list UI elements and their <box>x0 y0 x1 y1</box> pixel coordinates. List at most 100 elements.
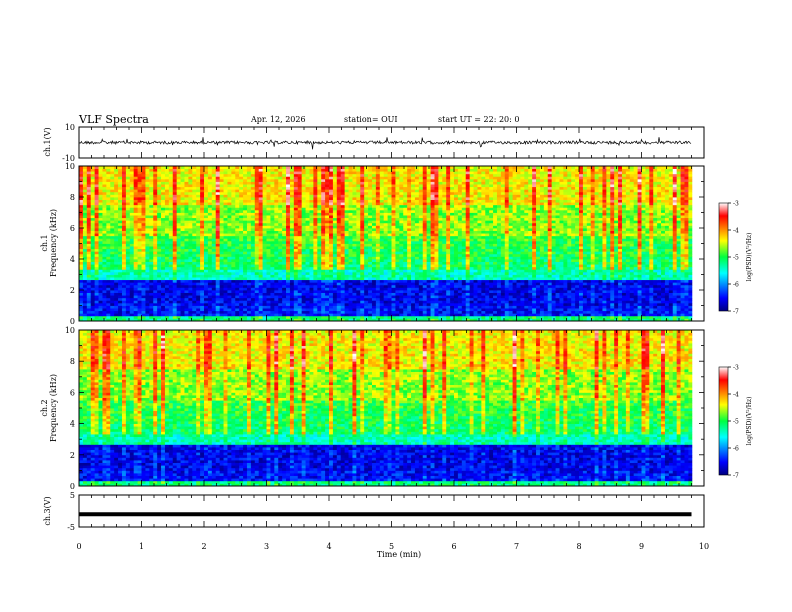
spectrogram-cell <box>621 305 627 309</box>
spectrogram-cell <box>696 302 701 306</box>
spectrogram-cell <box>688 300 693 304</box>
spectrogram-cell <box>90 302 96 306</box>
spectrogram-cell <box>309 240 314 244</box>
spectrogram-cell <box>426 302 431 306</box>
spectrogram-cell <box>110 308 115 312</box>
spectrogram-cell <box>532 279 537 283</box>
spectrogram-cell <box>618 248 623 252</box>
spectrogram-cell <box>590 271 596 275</box>
spectrogram-cell <box>485 269 490 273</box>
spectrogram-cell <box>145 277 150 281</box>
spectrogram-cell <box>301 315 306 319</box>
spectrogram-cell <box>391 253 396 257</box>
spectrogram-cell <box>352 248 357 252</box>
spectrogram-cell <box>696 297 701 301</box>
spectrogram-cell <box>477 248 482 252</box>
spectrogram-cell <box>364 240 369 244</box>
spectrogram-cell <box>672 266 678 270</box>
spectrogram-cell <box>329 243 334 247</box>
spectrogram-cell <box>614 302 619 306</box>
spectrogram-cell <box>125 297 131 301</box>
spectrogram-cell <box>110 253 115 257</box>
spectrogram-cell <box>672 264 678 268</box>
spectrogram-cell <box>493 318 498 322</box>
spectrogram-cell <box>200 248 205 252</box>
spectrogram-cell <box>473 308 478 312</box>
spectrogram-cell <box>180 279 185 283</box>
spectrogram-cell <box>602 264 607 268</box>
spectrogram-cell <box>387 240 392 244</box>
spectrogram-cell <box>352 282 357 286</box>
spectrogram-cell <box>625 261 631 265</box>
spectrogram-cell <box>336 246 342 250</box>
spectrogram-cell <box>235 302 240 306</box>
spectrogram-cell <box>395 290 400 293</box>
spectrogram-cell <box>657 251 662 255</box>
spectrogram-cell <box>571 287 576 291</box>
spectrogram-cell <box>262 274 267 278</box>
spectrogram-cell <box>680 300 685 304</box>
spectrogram-cell <box>274 256 279 260</box>
spectrogram-cell <box>106 290 111 293</box>
spectrogram-cell <box>223 300 228 304</box>
spectrogram-cell <box>161 290 166 293</box>
spectrogram-cell <box>196 315 201 319</box>
spectrogram-cell <box>602 243 607 247</box>
spectrogram-cell <box>258 290 263 293</box>
spectrogram-cell <box>629 308 635 312</box>
spectrogram-cell <box>102 297 107 301</box>
spectrogram-cell <box>520 246 525 250</box>
spectrogram-cell <box>454 271 459 275</box>
spectrogram-cell <box>145 271 150 275</box>
spectrogram-cell <box>153 308 158 312</box>
spectrogram-cell <box>375 290 381 293</box>
spectrogram-cell <box>184 313 189 317</box>
spectrogram-cell <box>672 315 678 319</box>
spectrogram-cell <box>563 282 568 286</box>
spectrogram-cell <box>422 269 428 273</box>
spectrogram-cell <box>207 305 213 309</box>
spectrogram-cell <box>270 253 275 257</box>
spectrogram-cell <box>219 284 224 288</box>
spectrogram-cell <box>371 313 377 317</box>
spectrogram-cell <box>164 313 170 317</box>
spectrogram-cell <box>391 305 396 309</box>
spectrogram-cell <box>114 261 119 265</box>
spectrogram-cell <box>176 300 181 304</box>
spectrogram-cell <box>672 269 678 273</box>
spectrogram-cell <box>125 261 131 265</box>
spectrogram-cell <box>157 248 162 252</box>
spectrogram-cell <box>418 243 424 247</box>
spectrogram-cell <box>454 302 459 306</box>
spectrogram-cell <box>141 318 146 322</box>
spectrogram-cell <box>629 256 635 260</box>
spectrogram-cell <box>551 269 556 273</box>
spectrogram-cell <box>137 248 142 252</box>
spectrogram-cell <box>465 251 471 255</box>
spectrogram-cell <box>661 284 666 288</box>
spectrogram-cell <box>94 279 99 283</box>
spectrogram-cell <box>86 264 92 268</box>
spectrogram-cell <box>90 261 96 265</box>
spectrogram-cell <box>184 277 189 281</box>
spectrogram-cell <box>121 284 127 288</box>
spectrogram-cell <box>414 295 420 299</box>
spectrogram-cell <box>375 248 381 252</box>
spectrogram-cell <box>676 313 681 317</box>
spectrogram-cell <box>364 302 369 306</box>
spectrogram-cell <box>254 259 260 262</box>
spectrogram-cell <box>539 259 545 262</box>
spectrogram-cell <box>270 318 275 322</box>
spectrogram-cell <box>450 282 455 286</box>
spectrogram-cell <box>610 256 615 260</box>
spectrogram-cell <box>481 264 486 268</box>
spectrogram-cell <box>500 259 506 262</box>
spectrogram-cell <box>336 318 342 322</box>
spectrogram-cell <box>153 282 158 286</box>
spectrogram-cell <box>297 315 303 319</box>
spectrogram-cell <box>489 274 494 278</box>
spectrogram-cell <box>680 274 685 278</box>
spectrogram-cell <box>86 259 92 262</box>
spectrogram-cell <box>86 310 92 314</box>
spectrogram-cell <box>403 264 408 268</box>
